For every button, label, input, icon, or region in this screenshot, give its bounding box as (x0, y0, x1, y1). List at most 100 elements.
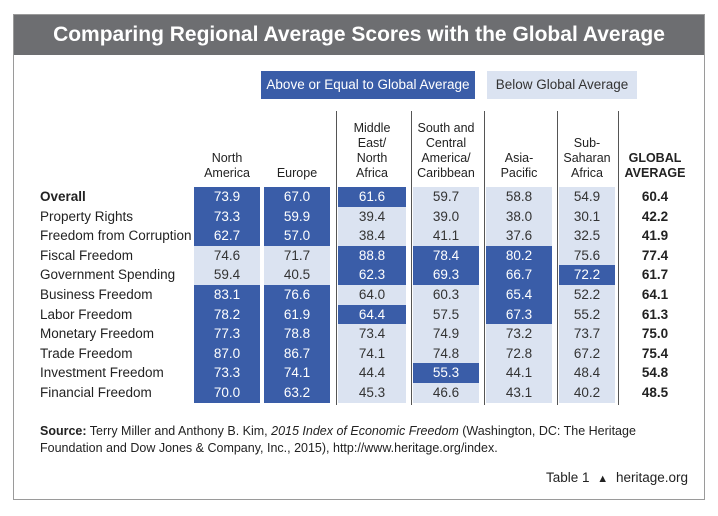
row-label: Fiscal Freedom (40, 247, 134, 263)
column-divider (411, 111, 412, 405)
score-cell: 73.9 (194, 187, 260, 207)
score-cell: 57.0 (264, 226, 330, 246)
global-average-cell: 48.5 (641, 385, 669, 400)
score-cell: 74.8 (413, 343, 479, 364)
score-cell: 65.4 (486, 285, 552, 305)
column-header: South and Central America/Caribbean (417, 121, 475, 180)
score-cell: 32.5 (559, 226, 615, 246)
global-average-cell: 75.4 (641, 345, 669, 361)
score-cell: 45.3 (338, 383, 406, 403)
score-cell: 73.3 (194, 206, 260, 227)
score-cell: 48.4 (559, 363, 615, 383)
source-label: Source: (40, 424, 87, 438)
score-cell: 59.4 (194, 265, 260, 285)
score-cell: 74.9 (413, 324, 479, 344)
score-cell: 52.2 (559, 285, 615, 305)
global-average-cell: 75.0 (641, 326, 669, 342)
column-header: Sub- Saharan Africa (563, 136, 611, 180)
row-label: Trade Freedom (40, 345, 133, 361)
score-cell: 67.0 (264, 187, 330, 207)
source-text-before: Terry Miller and Anthony B. Kim, (89, 424, 272, 438)
score-cell: 87.0 (194, 343, 260, 364)
column-header: North America (204, 151, 250, 180)
score-cell: 44.4 (338, 363, 406, 383)
source-text-after: (Washington, DC: The Heritage Foundation… (40, 424, 636, 455)
score-cell: 64.4 (338, 304, 406, 325)
score-cell: 59.7 (413, 187, 479, 207)
source-italic: 2015 Index of Economic Freedom (271, 424, 459, 438)
score-cell: 69.3 (413, 265, 479, 285)
score-cell: 60.3 (413, 285, 479, 305)
score-cell: 67.3 (486, 304, 552, 325)
score-cell: 74.1 (338, 343, 406, 364)
column-header: Europe (276, 166, 318, 180)
score-cell: 63.2 (264, 383, 330, 403)
column-divider (484, 111, 485, 405)
score-cell: 78.8 (264, 324, 330, 344)
score-cell: 43.1 (486, 383, 552, 403)
column-divider (557, 111, 558, 405)
global-average-cell: 60.4 (641, 189, 669, 204)
score-cell: 40.5 (264, 265, 330, 285)
score-cell: 62.7 (194, 226, 260, 246)
global-average-cell: 77.4 (641, 247, 669, 263)
bell-icon: ▲ (597, 473, 609, 485)
legend-above: Above or Equal to Global Average (261, 71, 475, 99)
chart-title: Comparing Regional Average Scores with t… (14, 15, 704, 55)
score-cell: 88.8 (338, 245, 406, 266)
site-name: heritage.org (615, 470, 688, 485)
global-average-cell: 61.7 (641, 267, 669, 283)
score-cell: 37.6 (486, 226, 552, 246)
score-cell: 67.2 (559, 343, 615, 364)
score-cell: 73.7 (559, 324, 615, 344)
score-cell: 80.2 (486, 245, 552, 266)
score-cell: 76.6 (264, 285, 330, 305)
score-cell: 39.0 (413, 206, 479, 227)
source-note: Source: Terry Miller and Anthony B. Kim,… (40, 423, 690, 457)
score-cell: 57.5 (413, 304, 479, 325)
row-label: Business Freedom (40, 287, 153, 302)
score-cell: 70.0 (194, 383, 260, 403)
row-label: Property Rights (40, 208, 134, 224)
column-header-global: GLOBAL AVERAGE (624, 151, 686, 180)
row-label: Financial Freedom (40, 385, 152, 400)
score-cell: 55.3 (413, 363, 479, 383)
score-cell: 73.4 (338, 324, 406, 344)
score-cell: 78.4 (413, 245, 479, 266)
legend-below: Below Global Average (487, 71, 637, 99)
score-cell: 77.3 (194, 324, 260, 344)
table-label: Table 1 (545, 470, 590, 485)
score-cell: 38.4 (338, 226, 406, 246)
score-cell: 78.2 (194, 304, 260, 325)
score-cell: 72.8 (486, 343, 552, 364)
column-divider (618, 111, 619, 405)
row-label: Investment Freedom (40, 365, 164, 381)
global-average-cell: 61.3 (641, 306, 669, 322)
row-label: Labor Freedom (40, 306, 133, 322)
score-cell: 61.9 (264, 304, 330, 325)
score-cell: 46.6 (413, 383, 479, 403)
score-cell: 59.9 (264, 206, 330, 227)
row-label: Government Spending (40, 267, 176, 283)
score-cell: 72.2 (559, 265, 615, 285)
global-average-cell: 64.1 (641, 287, 669, 302)
score-cell: 61.6 (338, 187, 406, 207)
score-cell: 44.1 (486, 363, 552, 383)
score-cell: 40.2 (559, 383, 615, 403)
global-average-cell: 42.2 (641, 208, 669, 224)
score-cell: 66.7 (486, 265, 552, 285)
score-cell: 73.3 (194, 363, 260, 383)
score-cell: 62.3 (338, 265, 406, 285)
column-divider (336, 111, 337, 405)
chart-frame: Comparing Regional Average Scores with t… (13, 14, 705, 500)
row-label: Monetary Freedom (40, 326, 155, 342)
column-header: Asia- Pacific (500, 151, 538, 180)
score-cell: 86.7 (264, 343, 330, 364)
score-cell: 75.6 (559, 245, 615, 266)
score-cell: 64.0 (338, 285, 406, 305)
row-label: Freedom from Corruption (40, 228, 192, 244)
score-cell: 74.6 (194, 245, 260, 266)
score-cell: 54.9 (559, 187, 615, 207)
score-cell: 38.0 (486, 206, 552, 227)
score-cell: 83.1 (194, 285, 260, 305)
